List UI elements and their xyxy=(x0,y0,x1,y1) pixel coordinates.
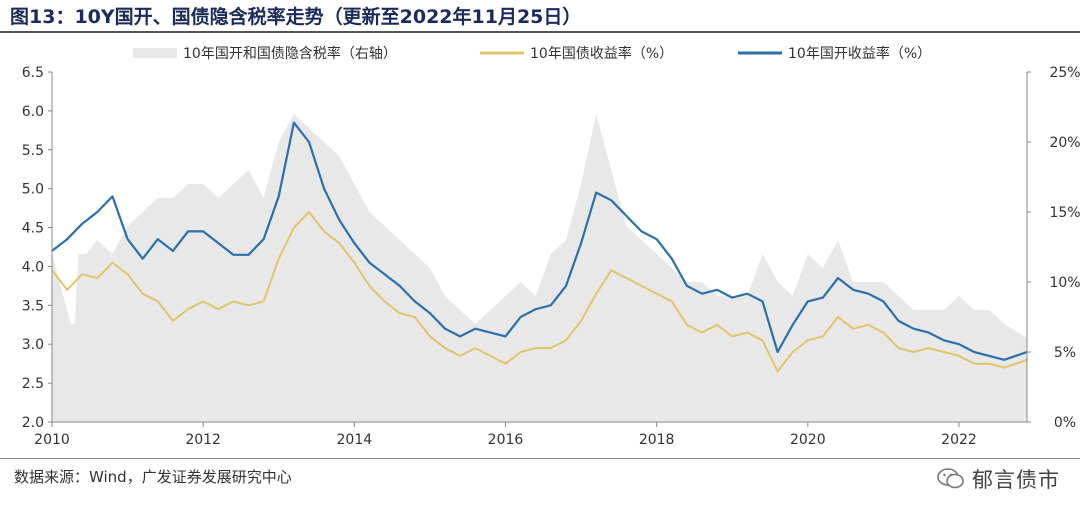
source-note: 数据来源：Wind，广发证券发展研究中心 xyxy=(14,468,292,486)
chart-title: 图13：10Y国开、国债隐含税率走势（更新至2022年11月25日） xyxy=(10,6,582,28)
y-left-tick-label: 2.5 xyxy=(22,376,44,392)
legend-label-govt: 10年国债收益率（%） xyxy=(530,45,673,62)
x-tick-label: 2020 xyxy=(790,432,826,448)
series-tax-rate-area xyxy=(52,114,1027,422)
y-left-tick-label: 2.0 xyxy=(22,415,44,431)
x-tick-label: 2018 xyxy=(639,432,675,448)
y-left-tick-label: 4.0 xyxy=(22,259,44,275)
y-right-tick-label: 15% xyxy=(1049,205,1080,221)
legend-swatch-tax xyxy=(133,48,177,58)
y-right-tick-label: 20% xyxy=(1049,135,1080,151)
y-right-tick-label: 0% xyxy=(1054,415,1076,431)
y-right-tick-label: 5% xyxy=(1054,345,1076,361)
y-left-tick-label: 3.5 xyxy=(22,298,44,314)
y-left-tick-label: 5.5 xyxy=(22,143,44,159)
y-left-tick-label: 6.5 xyxy=(22,65,44,81)
x-tick-label: 2016 xyxy=(488,432,524,448)
x-tick-label: 2012 xyxy=(185,432,221,448)
legend-label-cdb: 10年国开收益率（%） xyxy=(788,45,931,62)
y-left-tick-label: 4.5 xyxy=(22,221,44,237)
y-right-tick-label: 10% xyxy=(1049,275,1080,291)
y-right-tick-label: 25% xyxy=(1049,65,1080,81)
y-left-tick-label: 6.0 xyxy=(22,104,44,120)
watermark-text: 郁言债市 xyxy=(972,468,1060,492)
x-tick-label: 2014 xyxy=(337,432,373,448)
legend-label-tax: 10年国开和国债隐含税率（右轴） xyxy=(183,45,397,62)
title-divider xyxy=(0,31,1080,33)
series-cdb-yield-line xyxy=(51,121,1028,361)
wechat-icon xyxy=(937,468,964,489)
y-left-tick-label: 3.0 xyxy=(22,337,44,353)
chart-legend: 10年国开和国债隐含税率（右轴） 10年国债收益率（%） 10年国开收益率（%） xyxy=(133,45,931,62)
footer-divider xyxy=(0,458,1080,459)
x-tick-label: 2022 xyxy=(941,432,977,448)
yield-tax-chart: 10年国开和国债隐含税率（右轴） 10年国债收益率（%） 10年国开收益率（%）… xyxy=(22,45,1080,448)
series-govt-yield-line xyxy=(51,211,1028,373)
watermark: 郁言债市 xyxy=(936,459,1060,499)
y-left-tick-label: 5.0 xyxy=(22,182,44,198)
x-tick-label: 2010 xyxy=(34,432,70,448)
